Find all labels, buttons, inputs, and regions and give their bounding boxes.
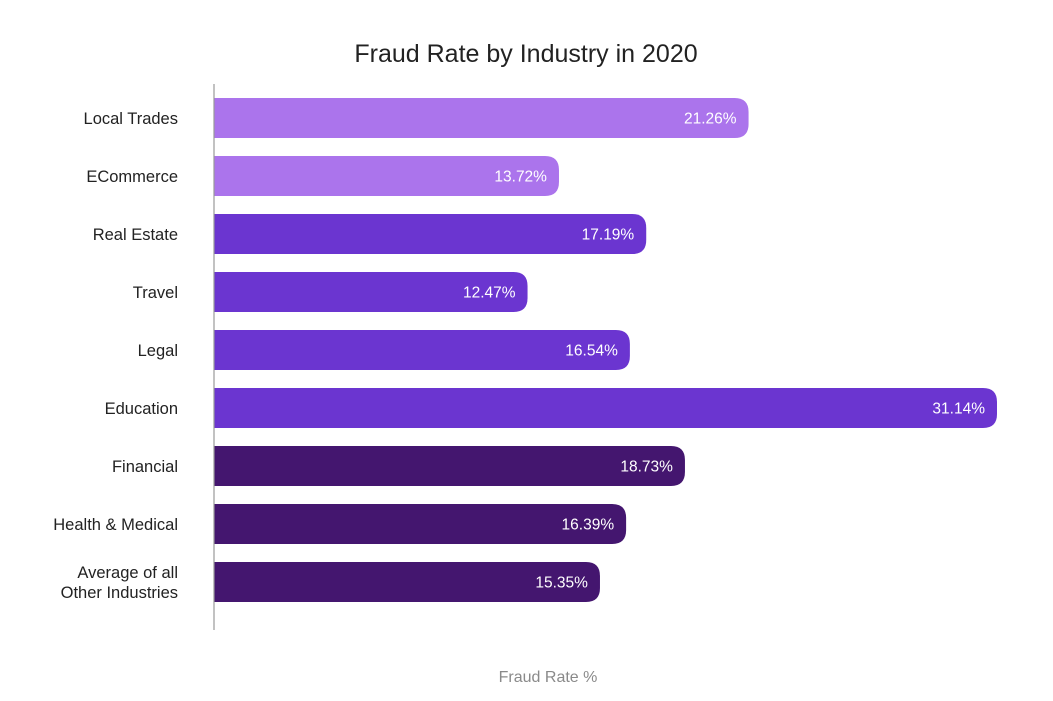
bar <box>214 562 600 602</box>
category-label: Other Industries <box>61 584 178 602</box>
category-label: Real Estate <box>93 226 178 244</box>
bar <box>214 156 559 196</box>
category-labels-group: Local Trades ECommerce Real Estate Travel Le… <box>53 110 178 602</box>
category-label: Local Trades <box>84 110 178 128</box>
x-axis-title: Fraud Rate % <box>499 669 598 686</box>
bar-value-label: 16.39% <box>562 517 615 534</box>
bar <box>214 214 647 254</box>
category-label: Average of all <box>77 564 178 582</box>
chart-title: Fraud Rate by Industry in 2020 <box>354 40 697 68</box>
bar-value-label: 21.26% <box>684 111 737 128</box>
category-label: Financial <box>112 458 178 476</box>
bar-value-label: 17.19% <box>582 227 635 244</box>
category-label: ECommerce <box>86 168 178 186</box>
bar-value-label: 15.35% <box>535 575 588 592</box>
bar-value-label: 18.73% <box>620 459 673 476</box>
bar <box>214 330 630 370</box>
bar-value-label: 31.14% <box>932 401 985 418</box>
category-label: Legal <box>138 342 178 360</box>
category-label: Health & Medical <box>53 516 178 534</box>
bar <box>214 388 997 428</box>
bars-group: 21.26% 13.72% 17.19% 12.47% 16.54% 31.14% 18.7… <box>214 98 997 602</box>
bar <box>214 504 627 544</box>
bar-value-label: 16.54% <box>565 343 618 360</box>
bar-value-label: 12.47% <box>463 285 516 302</box>
category-label: Travel <box>133 284 178 302</box>
bar <box>214 272 528 312</box>
bar <box>214 98 749 138</box>
category-label: Education <box>105 400 178 418</box>
bar <box>214 446 685 486</box>
bar-value-label: 13.72% <box>494 169 547 186</box>
